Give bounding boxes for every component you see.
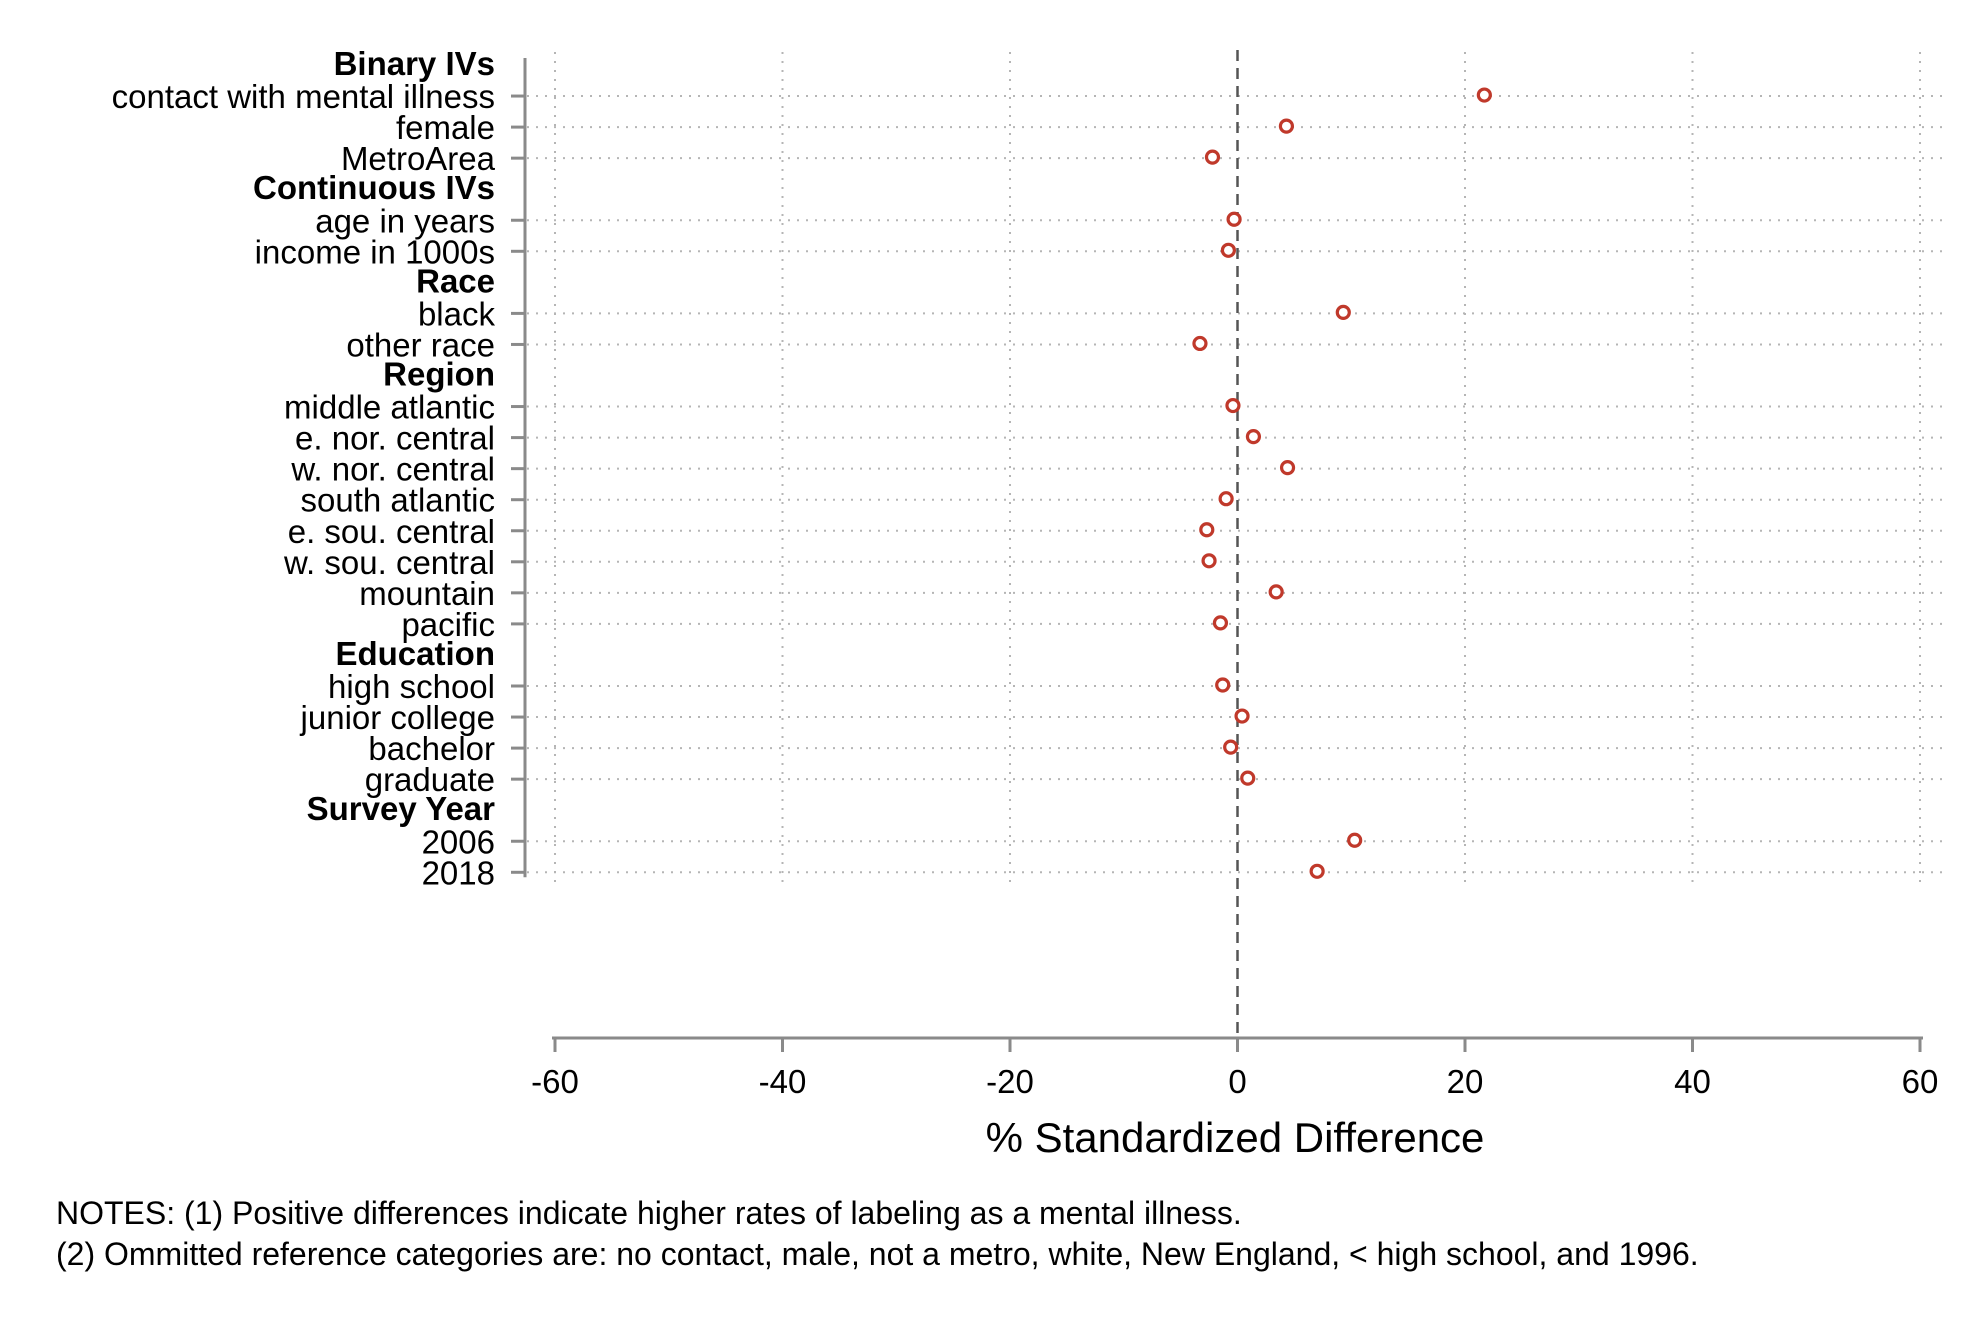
row-label-4-3: graduate <box>365 761 495 798</box>
x-tick-label-1: -40 <box>759 1063 807 1100</box>
row-label-3-5: w. sou. central <box>283 544 495 581</box>
group-header-2: Race <box>416 262 495 299</box>
x-axis-title: % Standardized Difference <box>986 1114 1485 1161</box>
row-label-3-3: south atlantic <box>301 482 495 519</box>
point-3-4 <box>1199 522 1215 538</box>
group-header-4: Education <box>335 635 495 672</box>
axes: -60 -40 -20 0 20 40 60 <box>511 58 1938 1100</box>
data-points <box>1192 87 1492 879</box>
row-label-0-1: female <box>396 109 495 146</box>
row-label-1-1: income in 1000s <box>255 233 495 270</box>
row-label-3-7: pacific <box>401 606 495 643</box>
point-0-0 <box>1476 87 1492 103</box>
point-3-0 <box>1225 397 1241 414</box>
row-label-3-4: e. sou. central <box>288 513 495 550</box>
row-label-5-0: 2006 <box>422 823 495 860</box>
point-3-6 <box>1268 584 1284 600</box>
x-tick-label-6: 60 <box>1902 1063 1939 1100</box>
row-label-2-1: other race <box>346 326 495 363</box>
row-label-4-1: junior college <box>300 699 495 736</box>
x-tick-label-5: 40 <box>1674 1063 1711 1100</box>
note-line-2: (2) Ommitted reference categories are: n… <box>56 1236 1699 1272</box>
row-label-5-1: 2018 <box>422 854 495 891</box>
group-header-5: Survey Year <box>307 790 496 827</box>
point-4-2 <box>1223 739 1239 755</box>
point-4-0 <box>1215 677 1231 693</box>
point-5-0 <box>1347 832 1363 848</box>
group-header-1: Continuous IVs <box>253 169 495 206</box>
row-label-0-0: contact with mental illness <box>112 78 495 115</box>
point-1-0 <box>1226 211 1242 227</box>
point-3-2 <box>1279 460 1296 476</box>
point-1-1 <box>1220 242 1237 258</box>
grid <box>527 50 1945 1036</box>
point-4-3 <box>1240 770 1256 786</box>
x-tick-label-2: -20 <box>986 1063 1034 1100</box>
row-label-3-2: w. nor. central <box>290 451 495 488</box>
row-label-4-0: high school <box>328 668 495 705</box>
x-tick-label-4: 20 <box>1447 1063 1484 1100</box>
point-0-1 <box>1278 118 1295 134</box>
note-line-1: NOTES: (1) Positive differences indicate… <box>56 1195 1242 1231</box>
point-2-1 <box>1192 335 1208 352</box>
row-label-1-0: age in years <box>315 202 495 239</box>
point-3-7 <box>1212 615 1229 631</box>
row-label-3-0: middle atlantic <box>284 389 495 426</box>
point-4-1 <box>1234 708 1250 724</box>
x-tick-label-0: -60 <box>531 1063 579 1100</box>
point-2-0 <box>1335 304 1351 320</box>
point-5-1 <box>1309 863 1325 879</box>
row-label-3-1: e. nor. central <box>295 420 495 457</box>
point-3-3 <box>1218 491 1234 507</box>
row-label-0-2: MetroArea <box>341 140 496 177</box>
point-0-2 <box>1204 149 1221 165</box>
group-header-3: Region <box>383 356 495 393</box>
point-3-5 <box>1201 553 1217 569</box>
group-header-0: Binary IVs <box>334 45 495 82</box>
row-label-3-6: mountain <box>359 575 495 612</box>
row-label-2-0: black <box>418 295 496 332</box>
row-label-4-2: bachelor <box>368 730 495 767</box>
point-3-1 <box>1245 429 1262 445</box>
x-tick-label-3: 0 <box>1228 1063 1246 1100</box>
